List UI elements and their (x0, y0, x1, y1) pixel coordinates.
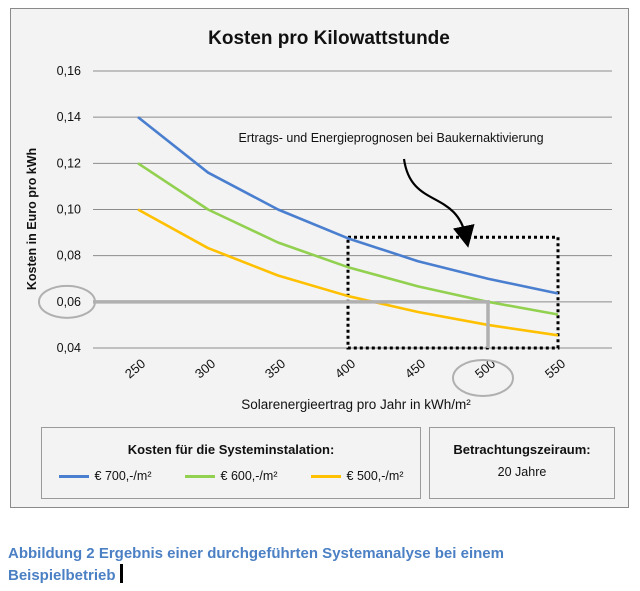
legend-period: Betrachtungszeiraum: 20 Jahre (429, 427, 615, 499)
series-line (137, 116, 559, 295)
legend-items: € 700,-/m² € 600,-/m² € 500,-/m² (42, 469, 420, 483)
period-value: 20 Jahre (497, 465, 547, 479)
y-tick-label: 0,16 (57, 64, 81, 78)
y-axis-label: Kosten in Euro pro kWh (25, 148, 39, 290)
y-tick-label: 0,10 (57, 203, 81, 217)
x-tick-label: 450 (402, 356, 428, 381)
x-reference-ellipse (452, 359, 514, 397)
legend-label-700: € 700,-/m² (94, 469, 152, 483)
y-reference-ellipse (38, 284, 96, 319)
chart-svg: Kosten pro Kilowattstunde 0,04 0,06 0,08 0,… (25, 28, 612, 412)
x-tick-label: 400 (332, 356, 358, 381)
y-tick-label: 0,08 (57, 249, 81, 263)
legend-swatch-blue (58, 474, 89, 478)
legend-costs-title: Kosten für die Systeminstalation: (127, 442, 335, 457)
chart-title: Kosten pro Kilowattstunde (208, 28, 450, 49)
annotation-text: Ertrags- und Energieprognosen bei Bauker… (238, 131, 543, 145)
legend-item-600: € 600,-/m² (184, 469, 278, 483)
x-tick-label: 550 (542, 356, 568, 381)
x-tick-label: 300 (192, 356, 218, 381)
legend-item-700: € 700,-/m² (58, 469, 152, 483)
figure-caption: Abbildung 2 Ergebnis einer durchgeführte… (8, 544, 608, 586)
legend-swatch-green (184, 474, 215, 478)
text-cursor (119, 564, 123, 583)
legend-swatch-orange (310, 474, 341, 478)
legend-item-500: € 500,-/m² (310, 469, 404, 483)
period-title: Betrachtungszeiraum: (453, 442, 591, 457)
caption-text: Abbildung 2 Ergebnis einer durchgeführte… (8, 545, 504, 584)
y-tick-label: 0,06 (57, 295, 81, 309)
annotation-arrow (402, 158, 475, 248)
chart-figure: Kosten pro Kilowattstunde 0,04 0,06 0,08 0,… (10, 8, 629, 508)
y-tick-label: 0,12 (57, 156, 81, 170)
x-tick-label: 350 (262, 356, 288, 381)
legend-label-600: € 600,-/m² (220, 469, 278, 483)
y-tick-label: 0,04 (57, 341, 81, 355)
legend-costs: Kosten für die Systeminstalation: € 700,… (41, 427, 421, 499)
legend-label-500: € 500,-/m² (346, 469, 404, 483)
x-tick-label: 250 (122, 356, 148, 381)
y-tick-label: 0,14 (57, 110, 81, 124)
x-axis-label: Solarenergieertrag pro Jahr in kWh/m² (241, 397, 471, 412)
